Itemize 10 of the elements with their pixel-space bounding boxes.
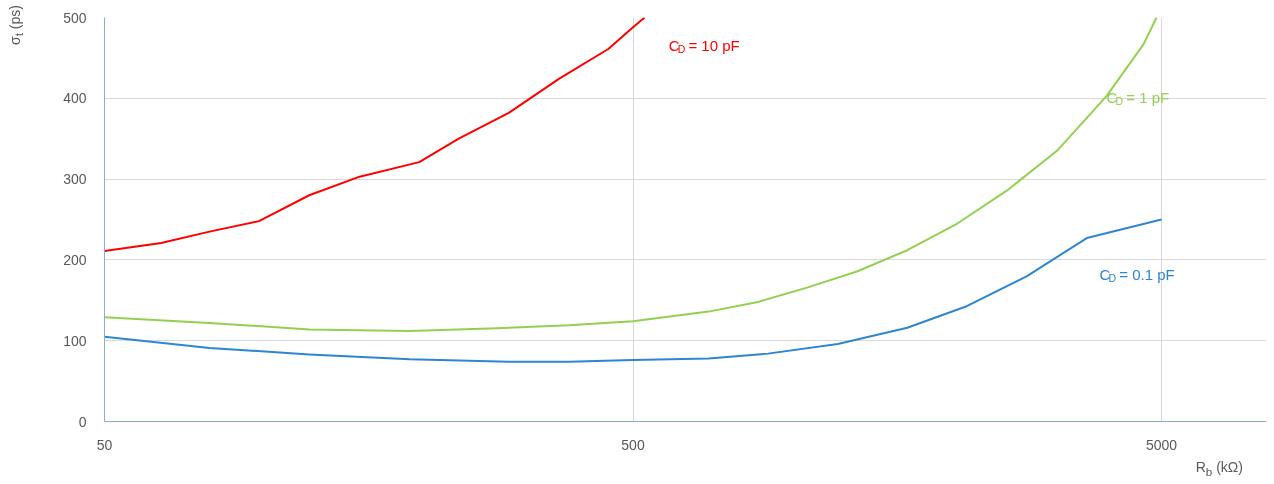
y-tick-label: 300: [63, 171, 87, 188]
x-axis-title: R$_{b}$ (kΩ): [1195, 458, 1243, 480]
x-tick-label: 50: [96, 436, 113, 453]
x-tick-label: 5000: [1145, 436, 1178, 453]
y-tick-label: 100: [63, 332, 87, 349]
y-tick-label: 0: [78, 413, 87, 430]
y-tick-label: 500: [63, 9, 87, 26]
x-tick-label: 500: [621, 436, 645, 453]
y-tick-label: 400: [63, 90, 87, 107]
y-tick-label: 200: [63, 251, 87, 268]
